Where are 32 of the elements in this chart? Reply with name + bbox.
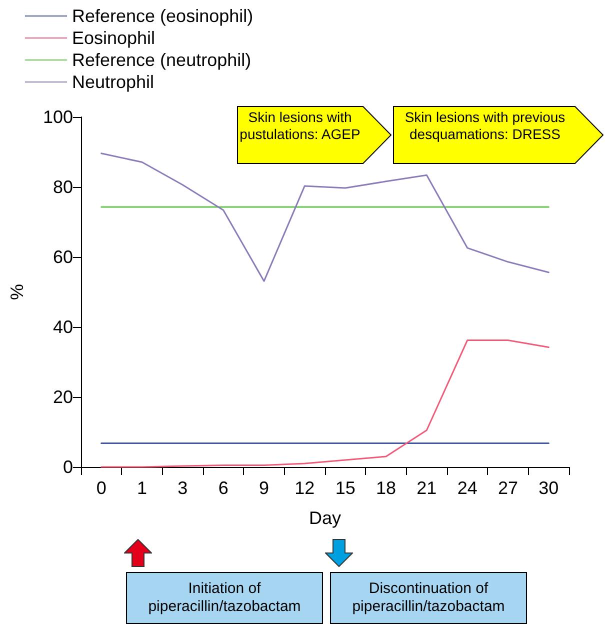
x-tick-label: 15 <box>335 478 356 498</box>
line-series <box>100 152 550 282</box>
y-tick-label: 80 <box>52 177 73 197</box>
legend-label: Reference (neutrophil) <box>72 50 252 70</box>
x-tick-label: 6 <box>218 478 228 498</box>
legend-label: Reference (eosinophil) <box>72 6 254 26</box>
y-tick-label: 100 <box>42 107 73 127</box>
x-tick-label: 30 <box>538 478 559 498</box>
line-series <box>100 340 550 468</box>
x-tick-label: 9 <box>258 478 270 498</box>
arrow-shaped-callout: Skin lesions with pustulations: AGEP <box>237 106 392 164</box>
annotation: Skin lesions with previous desquamations: DRESS <box>404 109 566 143</box>
y-tick-label: 0 <box>62 457 73 477</box>
y-axis-title: % <box>7 284 27 300</box>
x-tick-label: 24 <box>457 478 478 498</box>
x-tick-label: 1 <box>136 478 148 498</box>
x-axis-title: Day <box>308 508 342 528</box>
x-tick-label: 0 <box>96 478 106 498</box>
y-tick-label: 20 <box>52 387 73 407</box>
text: Discontinuation of piperacillin/tazobactam <box>351 580 506 616</box>
text: Initiation of piperacillin/tazobactam <box>147 580 302 616</box>
annotation: Skin lesions with pustulations: AGEP <box>239 109 361 143</box>
x-tick-label: 18 <box>376 478 396 498</box>
legend-label: Eosinophil <box>72 28 156 48</box>
x-tick-label: 21 <box>416 478 437 498</box>
y-tick-label: 40 <box>52 317 73 337</box>
y-tick-label: 60 <box>52 247 73 267</box>
x-tick-label: 12 <box>294 478 315 498</box>
x-tick-label: 3 <box>178 478 188 498</box>
legend-label: Neutrophil <box>72 72 154 92</box>
arrow-shaped-callout: Skin lesions with previous desquamations: DRESS <box>393 106 604 164</box>
x-tick-label: 27 <box>498 478 518 498</box>
